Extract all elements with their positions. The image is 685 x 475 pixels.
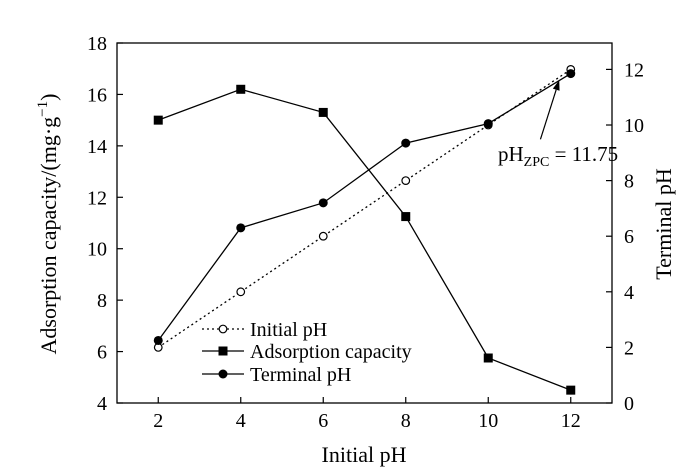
data-point-adsorption-capacity <box>566 385 576 395</box>
y-right-tick-label: 10 <box>624 115 644 137</box>
y-right-tick-label: 6 <box>624 226 634 248</box>
data-point-terminal-ph <box>401 138 411 148</box>
legend-marker-initial-ph <box>218 324 228 334</box>
legend-marker-terminal-ph <box>218 369 228 379</box>
y-left-tick-label: 8 <box>97 290 107 312</box>
x-tick-label: 12 <box>561 410 581 432</box>
y-axis-right-title: Terminal pH <box>651 168 676 280</box>
data-point-terminal-ph <box>153 335 163 345</box>
x-tick-label: 8 <box>401 410 411 432</box>
zpc-annotation-text-main: pH <box>498 142 524 166</box>
y-right-tick-label: 8 <box>624 171 634 193</box>
y-left-tick-label: 12 <box>87 187 107 209</box>
y-left-tick-label: 14 <box>87 136 107 158</box>
x-tick-label: 6 <box>318 410 328 432</box>
data-point-terminal-ph <box>483 119 493 129</box>
data-point-initial-ph <box>318 231 328 241</box>
series-line-terminal-ph <box>157 73 572 341</box>
x-axis-title: Initial pH <box>322 442 407 467</box>
data-point-terminal-ph <box>318 198 328 208</box>
legend-label-initial-ph: Initial pH <box>250 319 327 341</box>
zpc-annotation-text-sub: ZPC <box>524 155 550 170</box>
data-point-adsorption-capacity <box>483 353 493 363</box>
legend-label-adsorption: Adsorption capacity <box>250 341 412 363</box>
y-right-tick-label: 0 <box>624 393 634 415</box>
x-tick-label: 10 <box>478 410 498 432</box>
zpc-annotation: pHZPC = 11.75 <box>498 80 618 170</box>
y-left-tick-label: 18 <box>87 33 107 55</box>
data-point-initial-ph <box>401 176 411 186</box>
series-line-adsorption-capacity <box>158 88 571 391</box>
series-layer <box>153 65 576 395</box>
legend-label-terminal-ph: Terminal pH <box>250 364 351 386</box>
y-axis-left-title-sup: −1 <box>35 101 51 117</box>
y-right-tick-label: 12 <box>624 59 644 81</box>
y-left-tick-label: 4 <box>97 393 107 415</box>
legend: Initial pH Adsorption capacity Terminal … <box>202 319 412 386</box>
y-right-tick-label: 2 <box>624 337 634 359</box>
zpc-annotation-arrowhead <box>552 80 560 91</box>
x-tick-label: 2 <box>153 410 163 432</box>
data-point-initial-ph <box>236 287 246 297</box>
data-point-terminal-ph <box>236 223 246 233</box>
axis-ticks: 2 4 6 8 10 12 4 6 8 10 12 14 16 18 0 2 4 6 8 10 12 <box>87 33 644 432</box>
zpc-annotation-arrow <box>539 89 557 140</box>
y-axis-left-title-main: Adsorption capacity/(mg·g <box>36 117 61 355</box>
zpc-annotation-text-rest: = 11.75 <box>549 142 618 166</box>
data-point-terminal-ph <box>566 69 576 79</box>
data-point-adsorption-capacity <box>153 115 163 125</box>
plot-area-frame <box>116 42 613 404</box>
data-point-adsorption-capacity <box>318 107 328 117</box>
y-left-tick-label: 16 <box>87 84 107 106</box>
y-axis-left-title: Adsorption capacity/(mg·g−1) <box>35 94 61 355</box>
y-right-tick-label: 4 <box>624 282 634 304</box>
legend-marker-adsorption <box>218 346 228 356</box>
y-axis-left-title-close: ) <box>36 94 61 101</box>
data-point-adsorption-capacity <box>401 212 411 222</box>
x-tick-label: 4 <box>236 410 246 432</box>
y-left-tick-label: 6 <box>97 342 107 364</box>
zpc-annotation-text: pHZPC = 11.75 <box>498 142 618 170</box>
data-point-adsorption-capacity <box>236 84 246 94</box>
y-left-tick-label: 10 <box>87 239 107 261</box>
